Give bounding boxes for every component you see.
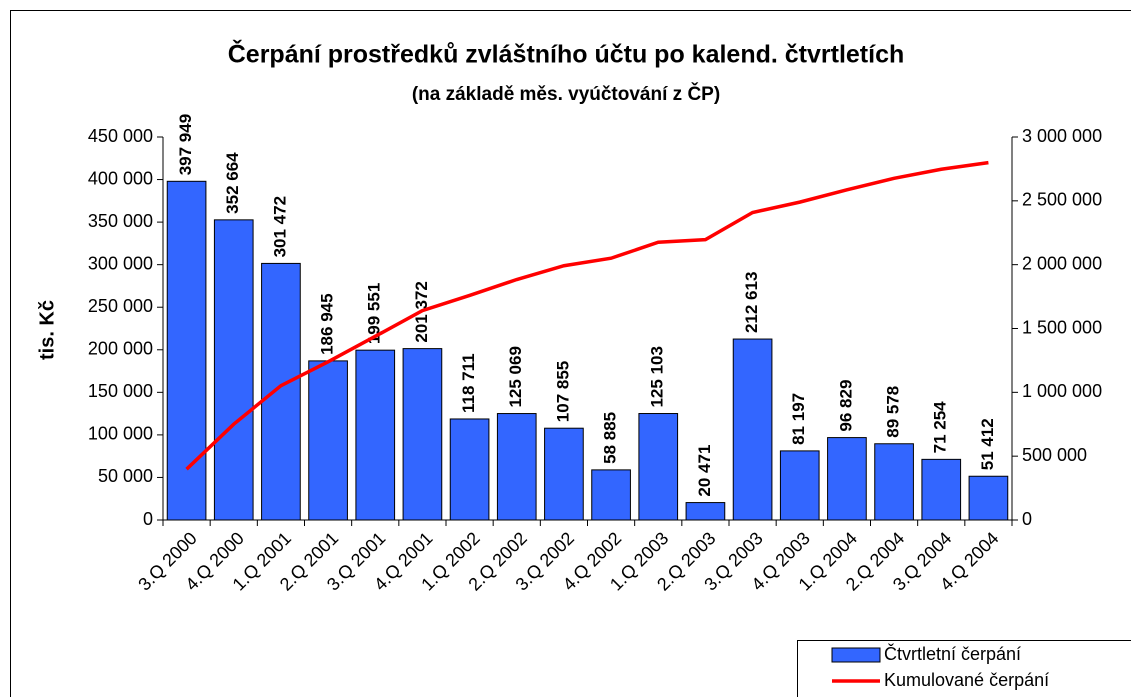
bar xyxy=(968,475,1009,521)
bar xyxy=(355,349,396,521)
data-label: 71 254 xyxy=(931,401,950,454)
legend-label: Čtvrtletní čerpání xyxy=(884,643,1021,664)
data-label: 20 471 xyxy=(695,445,714,497)
legend-swatch xyxy=(831,647,881,663)
bar xyxy=(449,418,490,521)
chart-title: Čerpání prostředků zvláštního účtu po ka… xyxy=(228,39,905,69)
data-label: 397 949 xyxy=(176,114,195,175)
bar xyxy=(402,348,443,521)
line xyxy=(185,160,989,471)
chart-subtitle: (na základě měs. vyúčtování z ČP) xyxy=(412,83,720,105)
y2-tick-label: 2 000 000 xyxy=(1022,253,1102,273)
y2-tick-label: 2 500 000 xyxy=(1022,190,1102,210)
bar xyxy=(732,338,773,521)
bar xyxy=(827,437,867,521)
data-label: 118 711 xyxy=(459,353,478,413)
y-tick-label: 400 000 xyxy=(88,168,153,188)
data-label: 212 613 xyxy=(742,272,761,333)
bar xyxy=(261,262,301,521)
data-label: 125 103 xyxy=(648,346,667,407)
bar xyxy=(496,413,537,521)
bar xyxy=(921,458,962,521)
y2-tick-label: 0 xyxy=(1022,509,1032,529)
bar xyxy=(685,502,726,521)
bar xyxy=(308,360,348,521)
legend-box xyxy=(797,640,1131,697)
data-label: 301 472 xyxy=(270,196,289,257)
y2-tick-label: 1 500 000 xyxy=(1022,317,1102,337)
y2-tick-label: 1 000 000 xyxy=(1022,381,1102,401)
y2-tick-label: 500 000 xyxy=(1022,445,1087,465)
y-tick-label: 200 000 xyxy=(88,339,153,359)
y-tick-label: 100 000 xyxy=(88,424,153,444)
y-tick-label: 350 000 xyxy=(88,211,153,231)
data-label: 89 578 xyxy=(884,386,903,438)
y-axis-label: tis. Kč xyxy=(36,300,58,360)
bar xyxy=(591,469,631,521)
y-tick-label: 250 000 xyxy=(88,296,153,316)
bar xyxy=(213,219,254,521)
y2-tick-label: 3 000 000 xyxy=(1022,126,1102,146)
y-tick-label: 0 xyxy=(143,509,153,529)
y-tick-label: 450 000 xyxy=(88,126,153,146)
data-label: 81 197 xyxy=(789,393,808,445)
y-tick-label: 300 000 xyxy=(88,253,153,273)
data-label: 199 551 xyxy=(365,283,384,344)
y-tick-label: 150 000 xyxy=(88,381,153,401)
data-label: 96 829 xyxy=(836,380,855,432)
data-label: 186 945 xyxy=(318,293,337,354)
y-tick-label: 50 000 xyxy=(98,466,153,486)
legend-label: Kumulované čerpání xyxy=(884,670,1049,690)
bar xyxy=(638,413,679,521)
data-label: 125 069 xyxy=(506,346,525,407)
data-label: 58 885 xyxy=(601,412,620,464)
data-label: 352 664 xyxy=(223,152,242,214)
data-label: 107 855 xyxy=(553,361,572,422)
bar xyxy=(779,450,820,521)
data-label: 51 412 xyxy=(978,418,997,470)
bar xyxy=(166,180,207,521)
bar xyxy=(874,443,914,521)
bar xyxy=(544,427,584,521)
